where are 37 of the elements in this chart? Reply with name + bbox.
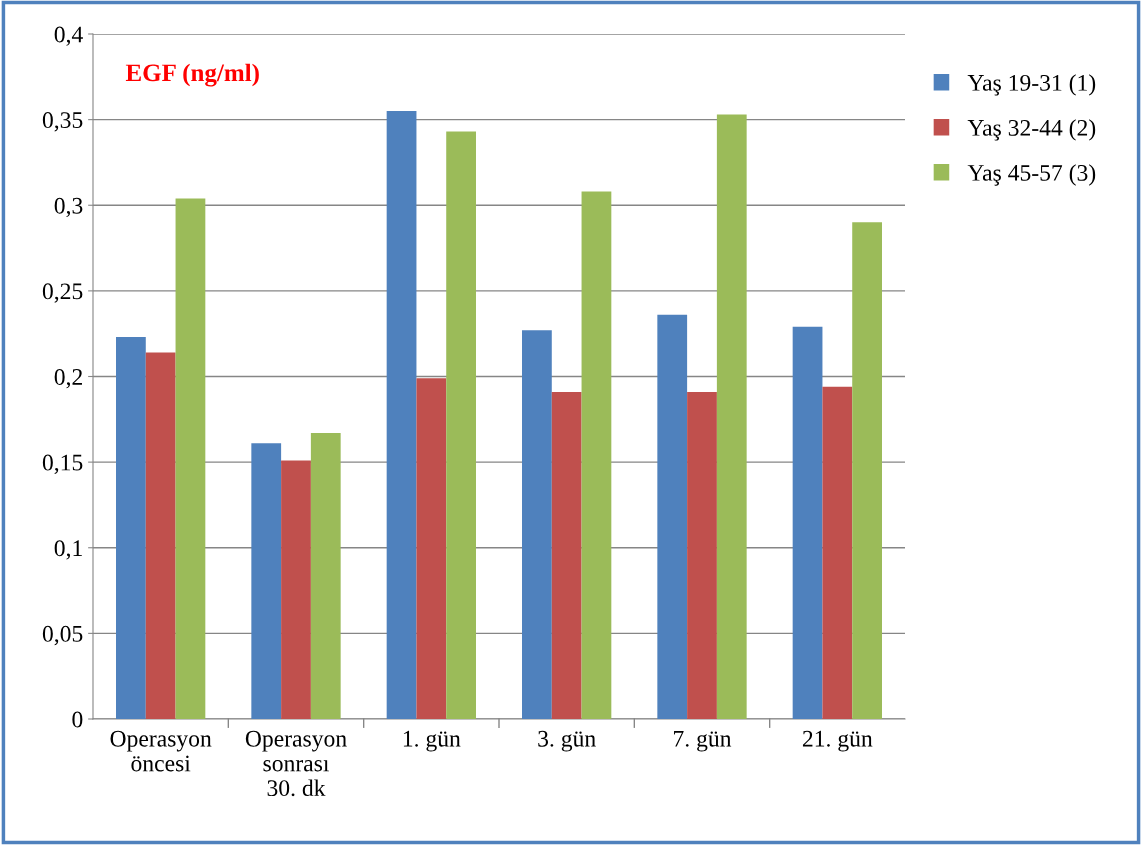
bar xyxy=(551,391,582,719)
legend-label: Yaş 19-31 (1) xyxy=(967,74,1096,96)
y-tick-label: 0,35 xyxy=(42,112,83,132)
legend-label: Yaş 32-44 (2) xyxy=(967,119,1096,141)
bar xyxy=(175,198,206,719)
bar xyxy=(310,433,341,719)
bar xyxy=(581,191,612,719)
y-tick-label: 0,4 xyxy=(54,26,83,46)
y-tick-label: 0,25 xyxy=(42,283,83,303)
bar xyxy=(522,330,552,719)
bar xyxy=(852,222,882,719)
x-tick-label: 1. gün xyxy=(403,730,461,752)
bar xyxy=(446,131,476,719)
y-tick-label: 0,1 xyxy=(54,540,82,560)
legend-label: Yaş 45-57 (3) xyxy=(967,164,1096,186)
x-tick-label: 3. gün xyxy=(538,730,596,752)
bar xyxy=(281,460,311,719)
text: EGF (ng/ml) xyxy=(125,63,259,87)
x-tick-label: Operasyon öncesi xyxy=(110,730,212,772)
bar xyxy=(716,114,747,719)
y-tick-label: 0,3 xyxy=(54,197,83,218)
bar xyxy=(386,111,417,719)
bar xyxy=(657,314,688,719)
bar xyxy=(145,352,176,719)
y-tick-label: 0,2 xyxy=(54,368,82,389)
bar xyxy=(116,337,146,719)
y-tick-label: 0 xyxy=(72,711,83,728)
bar xyxy=(792,326,823,719)
x-tick-label: 21. gün xyxy=(802,730,873,752)
y-tick-label: 0,15 xyxy=(42,454,83,474)
bar xyxy=(416,378,447,719)
bar xyxy=(251,443,282,719)
y-tick-label: 0,05 xyxy=(42,625,83,646)
x-tick-label: Operasyon sonrası 30. dk xyxy=(245,730,347,797)
bar xyxy=(822,386,853,719)
x-tick-label: 7. gün xyxy=(674,730,732,752)
bar xyxy=(687,391,717,719)
